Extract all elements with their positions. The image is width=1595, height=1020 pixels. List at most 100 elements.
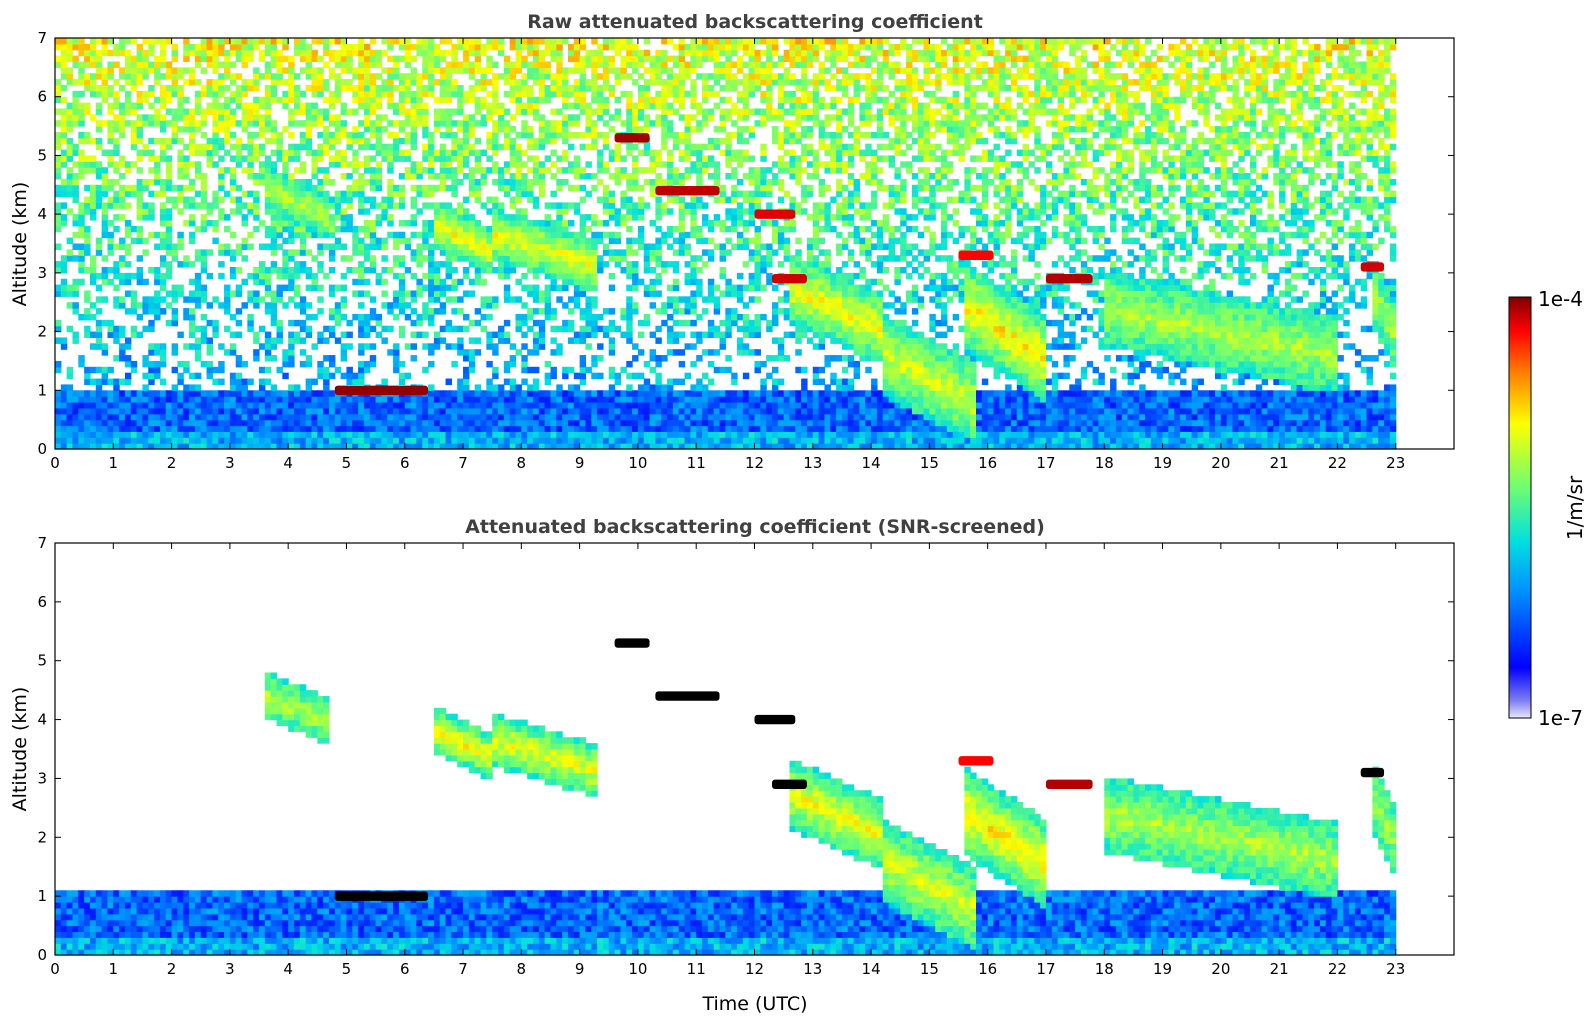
heatmap-cell bbox=[556, 237, 563, 245]
heatmap-cell bbox=[398, 120, 406, 127]
heatmap-cell bbox=[194, 272, 202, 280]
heatmap-cell bbox=[515, 231, 522, 239]
heatmap-cell bbox=[387, 190, 394, 198]
heatmap-cell bbox=[60, 96, 68, 104]
heatmap-cell bbox=[492, 143, 499, 151]
heatmap-cell bbox=[55, 108, 62, 115]
heatmap-cell bbox=[224, 61, 231, 68]
heatmap-cell bbox=[375, 407, 383, 415]
heatmap-cell bbox=[643, 313, 651, 321]
heatmap-cell bbox=[253, 419, 260, 427]
heatmap-cell bbox=[562, 243, 569, 250]
heatmap-cell bbox=[264, 349, 272, 356]
heatmap-cell bbox=[317, 296, 324, 303]
heatmap-cell bbox=[672, 425, 680, 432]
heatmap-cell bbox=[270, 126, 278, 133]
heatmap-cell bbox=[486, 413, 493, 421]
heatmap-cell bbox=[410, 173, 418, 180]
heatmap-cell bbox=[492, 255, 499, 262]
heatmap-cell bbox=[375, 126, 383, 133]
heatmap-cell bbox=[78, 49, 85, 57]
heatmap-cell bbox=[259, 402, 266, 409]
heatmap-cell bbox=[247, 190, 254, 198]
heatmap-cell bbox=[649, 249, 657, 256]
heatmap-cell bbox=[334, 437, 342, 444]
heatmap-cell bbox=[101, 220, 109, 227]
heatmap-cell bbox=[317, 366, 324, 374]
heatmap-cell bbox=[264, 38, 272, 45]
heatmap-cell bbox=[678, 73, 686, 80]
heatmap-cell bbox=[358, 202, 365, 209]
heatmap-cell bbox=[678, 102, 686, 110]
heatmap-cell bbox=[661, 319, 668, 327]
heatmap-cell bbox=[78, 261, 85, 268]
heatmap-cell bbox=[632, 355, 639, 362]
heatmap-cell bbox=[649, 266, 657, 274]
heatmap-cell bbox=[585, 120, 592, 127]
heatmap-cell bbox=[130, 67, 138, 74]
heatmap-cell bbox=[264, 43, 272, 51]
heatmap-cell bbox=[602, 249, 610, 256]
heatmap-cell bbox=[206, 413, 213, 421]
heatmap-cell bbox=[294, 90, 301, 98]
heatmap-cell bbox=[154, 167, 161, 174]
heatmap-cell bbox=[136, 90, 144, 98]
heatmap-cell bbox=[597, 266, 604, 274]
heatmap-cell bbox=[451, 402, 458, 409]
heatmap-cell bbox=[200, 437, 208, 444]
heatmap-cell bbox=[445, 237, 452, 245]
heatmap-cell bbox=[515, 384, 522, 391]
heatmap-cell bbox=[136, 196, 144, 203]
heatmap-cell bbox=[451, 266, 458, 274]
heatmap-cell bbox=[404, 343, 412, 350]
heatmap-cell bbox=[276, 55, 283, 63]
heatmap-cell bbox=[387, 96, 394, 104]
heatmap-cell bbox=[515, 443, 522, 450]
heatmap-cell bbox=[678, 149, 686, 157]
heatmap-cell bbox=[492, 202, 499, 209]
heatmap-cell bbox=[165, 319, 173, 327]
heatmap-cell bbox=[200, 149, 208, 157]
heatmap-cell bbox=[556, 84, 563, 92]
heatmap-cell bbox=[60, 155, 68, 162]
heatmap-cell bbox=[393, 84, 400, 92]
heatmap-cell bbox=[148, 390, 155, 397]
heatmap-cell bbox=[358, 413, 365, 421]
heatmap-cell bbox=[515, 131, 522, 139]
heatmap-cell bbox=[305, 378, 313, 386]
heatmap-cell bbox=[159, 143, 167, 151]
heatmap-cell bbox=[428, 296, 435, 303]
heatmap-cell bbox=[229, 184, 237, 192]
heatmap-cell bbox=[276, 67, 283, 74]
heatmap-cell bbox=[369, 173, 377, 180]
heatmap-cell bbox=[177, 126, 184, 133]
heatmap-cell bbox=[498, 220, 505, 227]
heatmap-cell bbox=[573, 120, 581, 127]
heatmap-cell bbox=[264, 302, 272, 309]
heatmap-cell bbox=[189, 49, 196, 57]
heatmap-cell bbox=[323, 384, 330, 391]
heatmap-cell bbox=[305, 184, 313, 192]
heatmap-cell bbox=[713, 437, 721, 444]
heatmap-cell bbox=[119, 67, 126, 74]
heatmap-cell bbox=[270, 413, 278, 421]
heatmap-cell bbox=[84, 231, 91, 239]
heatmap-cell bbox=[614, 255, 622, 262]
heatmap-cell bbox=[445, 325, 452, 333]
heatmap-cell bbox=[527, 102, 534, 110]
heatmap-cell bbox=[474, 120, 482, 127]
heatmap-cell bbox=[573, 102, 581, 110]
heatmap-cell bbox=[498, 126, 505, 133]
heatmap-cell bbox=[556, 266, 563, 274]
heatmap-cell bbox=[632, 425, 639, 432]
heatmap-cell bbox=[282, 220, 289, 227]
heatmap-cell bbox=[107, 407, 114, 415]
heatmap-cell bbox=[200, 38, 208, 45]
heatmap-cell bbox=[340, 84, 348, 92]
heatmap-cell bbox=[194, 384, 202, 391]
heatmap-cell bbox=[136, 390, 144, 397]
heatmap-cell bbox=[241, 243, 248, 250]
heatmap-cell bbox=[66, 55, 74, 63]
heatmap-cell bbox=[235, 243, 243, 250]
heatmap-cell bbox=[89, 155, 97, 162]
